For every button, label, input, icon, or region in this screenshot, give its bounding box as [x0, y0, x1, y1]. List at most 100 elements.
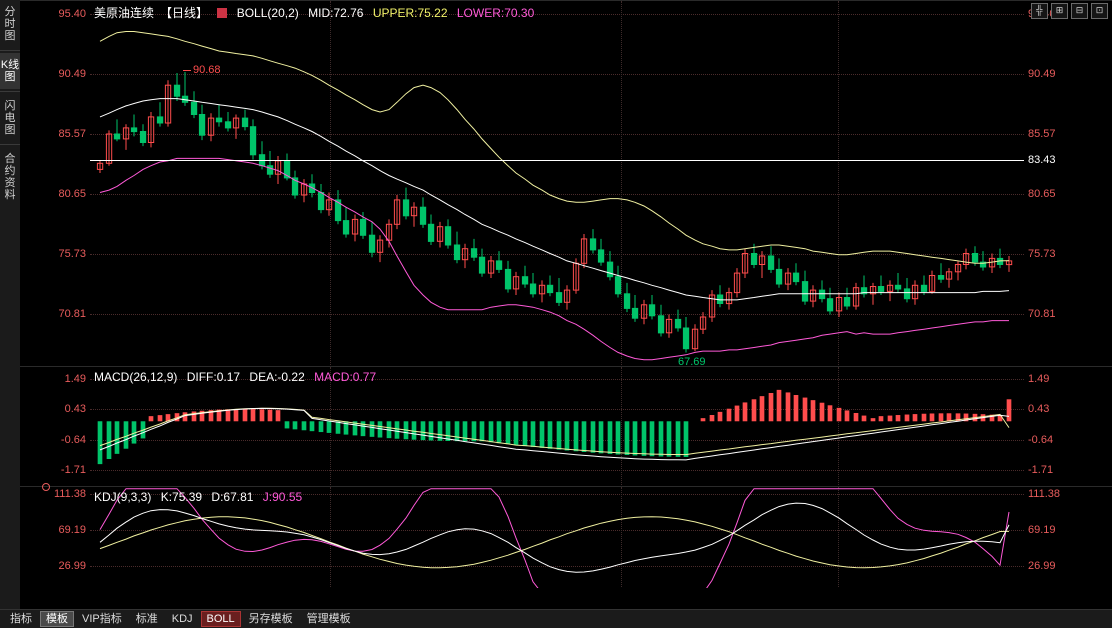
gridline — [90, 409, 1024, 410]
axis-tick-left: 90.49 — [58, 68, 86, 81]
gridline-vertical — [621, 367, 622, 487]
axis-tick-left: 69.19 — [58, 524, 86, 537]
gridline — [90, 378, 1024, 380]
instrument-name: 美原油连续 — [94, 6, 155, 20]
axis-tick-left: 95.40 — [58, 8, 86, 21]
axis-tick-right: 70.81 — [1028, 308, 1056, 321]
sidebar-label-minute: 分时图 — [4, 6, 16, 42]
tb-save-template[interactable]: 另存模板 — [248, 613, 293, 625]
axis-tick-left: 70.81 — [58, 308, 86, 321]
macd-plot[interactable] — [90, 367, 1024, 487]
sidebar-item-flash-chart[interactable]: 闪电图 — [0, 94, 20, 142]
period-label: 【日线】 — [160, 6, 209, 20]
axis-tick-right: 69.19 — [1028, 524, 1056, 537]
macd-value: MACD:0.77 — [314, 370, 377, 384]
status-bar: 日线 ▲ — [20, 588, 1112, 626]
gridline — [90, 494, 1024, 496]
macd-axis-left: 1.49 0.43 -0.64 -1.71 — [20, 367, 90, 487]
kdj-pane-header: KDJ(9,3,3) K:75.39 D:67.81 J:90.55 — [94, 490, 308, 504]
left-toolbar: 分时图 K线图 闪电图 合约资料 — [0, 0, 21, 610]
crosshair-icon[interactable]: ╬ — [1031, 3, 1048, 19]
axis-tick-right: 26.99 — [1028, 560, 1056, 573]
boll-label: BOLL(20,2) — [236, 6, 299, 20]
kdj-pane: KDJ(9,3,3) K:75.39 D:67.81 J:90.55 111.3… — [20, 483, 1112, 589]
low-price-label: 67.69 — [678, 356, 706, 367]
kdj-k: K:75.39 — [160, 490, 203, 504]
price-pane: 美原油连续 【日线】 BOLL(20,2) MID:72.76 UPPER:75.… — [20, 0, 1112, 367]
current-price-line — [90, 160, 1024, 162]
tb-vip-indicators[interactable]: VIP指标 — [82, 613, 122, 625]
gridline-vertical — [621, 1, 622, 367]
kdj-j: J:90.55 — [262, 490, 303, 504]
boll-mid-value: MID:72.76 — [308, 6, 364, 20]
macd-pane: MACD(26,12,9) DIFF:0.17 DEA:-0.22 MACD:0… — [20, 366, 1112, 487]
macd-pane-header: MACD(26,12,9) DIFF:0.17 DEA:-0.22 MACD:0… — [94, 370, 382, 384]
kdj-axis-left: 111.38 69.19 26.99 — [20, 487, 90, 589]
axis-tick-left: 26.99 — [58, 560, 86, 573]
sidebar-label-kline: K线图 — [0, 59, 20, 83]
price-axis-left: 95.40 90.49 85.57 80.65 75.73 70.81 — [20, 1, 90, 367]
divider — [0, 91, 20, 92]
sidebar-item-minute-chart[interactable]: 分时图 — [0, 0, 20, 48]
tb-standard[interactable]: 标准 — [135, 613, 158, 625]
gridline-vertical — [838, 1, 839, 367]
kdj-title: KDJ(9,3,3) — [94, 490, 152, 504]
gridline-vertical — [330, 1, 331, 367]
axis-tick-right: 90.49 — [1028, 68, 1056, 81]
gridline — [90, 74, 1024, 76]
sidebar-label-flash: 闪电图 — [4, 100, 16, 136]
draw-icon[interactable]: ⊞ — [1051, 3, 1068, 19]
axis-tick-left: 75.73 — [58, 248, 86, 261]
gridline-vertical — [838, 487, 839, 589]
tb-manage-template[interactable]: 管理模板 — [306, 613, 351, 625]
axis-tick-left: 80.65 — [58, 188, 86, 201]
gridline-vertical — [838, 367, 839, 487]
macd-axis-right: 1.49 0.43 -0.64 -1.71 — [1024, 367, 1112, 487]
axis-tick-right: 1.49 — [1028, 372, 1050, 385]
price-plot[interactable]: 90.68 67.69 — [90, 1, 1024, 367]
axis-tick-right: 0.43 — [1028, 403, 1050, 415]
axis-tick-right: 75.73 — [1028, 248, 1056, 261]
tb-template[interactable]: 模板 — [40, 611, 74, 627]
gridline-vertical — [621, 487, 622, 589]
high-price-label: 90.68 — [193, 64, 221, 76]
divider — [0, 144, 20, 145]
macd-diff: DIFF:0.17 — [186, 370, 241, 384]
gridline — [90, 14, 1024, 16]
axis-tick-right: -0.64 — [1028, 433, 1054, 446]
tb-boll[interactable]: BOLL — [200, 611, 241, 627]
macd-title: MACD(26,12,9) — [94, 370, 178, 384]
axis-tick-left: -1.71 — [60, 464, 86, 477]
gridline-vertical — [330, 487, 331, 589]
current-price-tag: 83.43 — [1028, 154, 1056, 167]
high-price-tick — [183, 70, 191, 71]
tb-indicators[interactable]: 指标 — [10, 613, 32, 625]
axis-tick-left: 0.43 — [64, 403, 86, 415]
tb-kdj[interactable]: KDJ — [171, 613, 193, 625]
axis-tick-left: 1.49 — [64, 372, 86, 385]
gridline — [90, 530, 1024, 532]
zoom-in-icon[interactable]: ⊡ — [1091, 3, 1108, 19]
gridline — [90, 194, 1024, 196]
boll-lower-value: LOWER:70.30 — [456, 6, 535, 20]
sidebar-label-contract: 合约资料 — [4, 153, 16, 201]
price-pane-header: 美原油连续 【日线】 BOLL(20,2) MID:72.76 UPPER:75.… — [94, 4, 540, 21]
axis-tick-left: 111.38 — [53, 488, 86, 501]
macd-dea: DEA:-0.22 — [249, 370, 305, 384]
kdj-axis-right: 111.38 69.19 26.99 — [1024, 487, 1112, 589]
gridline — [90, 566, 1024, 568]
kdj-plot[interactable] — [90, 487, 1024, 589]
sidebar-item-k-line-chart[interactable]: K线图 — [0, 53, 20, 89]
bottom-toolbar: 指标 模板 VIP指标 标准 KDJ BOLL 另存模板 管理模板 — [0, 609, 1112, 628]
boll-upper-value: UPPER:75.22 — [372, 6, 448, 20]
axis-tick-right: 80.65 — [1028, 188, 1056, 201]
axis-tick-left: 85.57 — [58, 128, 86, 141]
axis-tick-right: 85.57 — [1028, 128, 1056, 141]
gridline — [90, 254, 1024, 256]
zoom-out-icon[interactable]: ⊟ — [1071, 3, 1088, 19]
sidebar-item-contract-info[interactable]: 合约资料 — [0, 147, 20, 207]
kdj-toggle-dot-icon[interactable] — [42, 483, 50, 491]
chart-tool-icons: ╬ ⊞ ⊟ ⊡ — [1031, 3, 1108, 19]
